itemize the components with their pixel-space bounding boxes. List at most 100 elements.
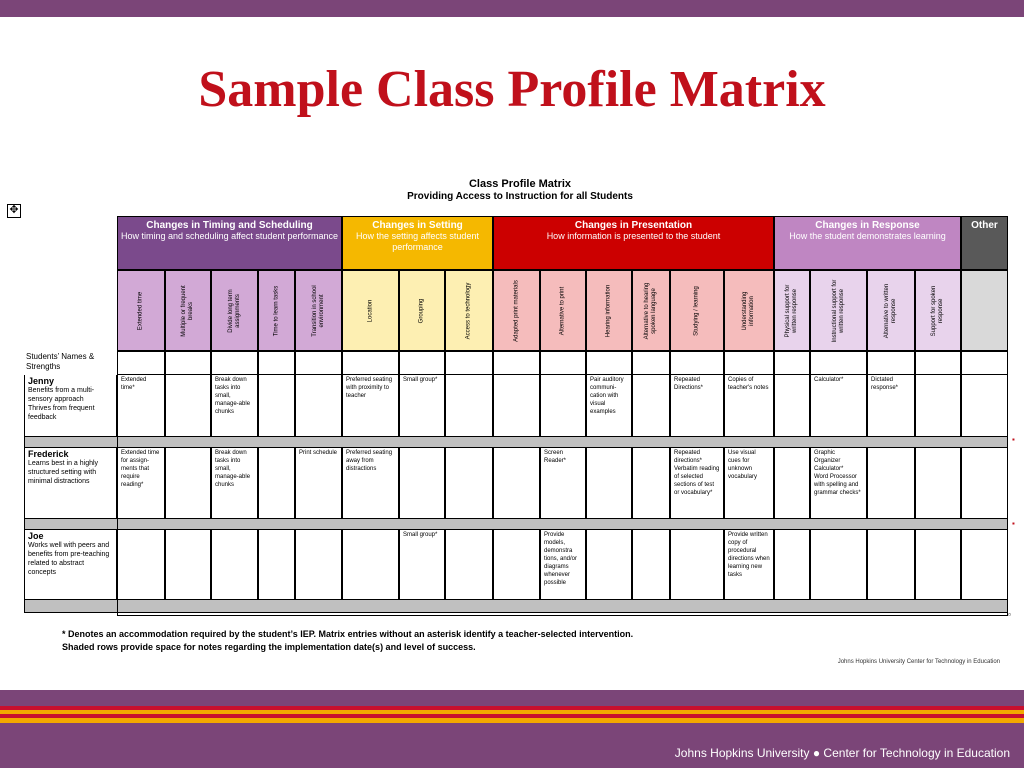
- header-blank-cell: [867, 351, 915, 375]
- header-blank-cell: [670, 351, 724, 375]
- matrix-entry: [961, 530, 1008, 599]
- column-header: Studying / learning: [670, 270, 724, 351]
- student-name: Jenny: [28, 376, 55, 386]
- edge-marker: ▪: [1012, 435, 1015, 444]
- matrix-entry: Extended time*: [117, 375, 165, 436]
- matrix-entry: [774, 530, 810, 599]
- footer-band-gold: [0, 718, 1024, 723]
- header-blank-cell: [774, 351, 810, 375]
- student-name: Frederick: [28, 449, 69, 459]
- header-blank-cell: [165, 351, 211, 375]
- column-header: [961, 270, 1008, 351]
- matrix-entry: Copies of teacher's notes: [724, 375, 774, 436]
- footnote-shaded-rows: Shaded rows provide space for notes rega…: [62, 642, 476, 652]
- class-profile-matrix: Changes in Timing and Scheduling How timi…: [24, 216, 1008, 616]
- matrix-entry: Repeated directions* Verbatim reading of…: [670, 448, 724, 518]
- matrix-entry: [493, 375, 540, 436]
- matrix-entry: Pair auditory communi-cation with visual…: [586, 375, 632, 436]
- group-description: How information is presented to the stud…: [546, 231, 721, 241]
- header-blank-cell: [724, 351, 774, 375]
- matrix-entry: [632, 448, 670, 518]
- matrix-entry: Break down tasks into small, manage-able…: [211, 448, 258, 518]
- header-blank-cell: [342, 351, 399, 375]
- matrix-entry: [165, 530, 211, 599]
- notes-row: [24, 436, 1008, 448]
- matrix-title: Class Profile Matrix: [468, 178, 572, 190]
- group-title: Changes in Response: [815, 220, 920, 231]
- header-blank-cell: [915, 351, 961, 375]
- header-blank-cell: [540, 351, 586, 375]
- header-blank-cell: [399, 351, 445, 375]
- column-header: Grouping: [399, 270, 445, 351]
- matrix-entry: [961, 375, 1008, 436]
- group-description: How timing and scheduling affect student…: [121, 231, 338, 241]
- header-blank-cell: [295, 351, 342, 375]
- student-strengths: Learns best in a highly structured setti…: [28, 460, 99, 485]
- column-header-label: Alternative to hearing spoken language: [644, 282, 657, 339]
- matrix-entry: [165, 448, 211, 518]
- matrix-entry: [810, 530, 867, 599]
- group-title: Changes in Presentation: [574, 220, 693, 231]
- matrix-entry: [867, 448, 915, 518]
- student-name: Joe: [28, 531, 44, 541]
- column-header-label: Understanding information: [742, 290, 755, 331]
- matrix-entry: [915, 375, 961, 436]
- column-header: Instructional support for written respon…: [810, 270, 867, 351]
- group-title: Changes in Setting: [372, 220, 463, 231]
- column-group-header: Other: [961, 216, 1008, 270]
- matrix-entry: [493, 448, 540, 518]
- column-header-label: Alternative to print: [559, 286, 566, 335]
- matrix-entry: Calculator*: [810, 375, 867, 436]
- header-blank-cell: [586, 351, 632, 375]
- header-blank-cell: [445, 351, 493, 375]
- table-move-handle-icon[interactable]: ✥: [7, 204, 21, 218]
- names-header: Students’ Names & Strengths: [26, 352, 95, 371]
- matrix-entry: Small group*: [399, 530, 445, 599]
- matrix-entry: Break down tasks into small, manage-able…: [211, 375, 258, 436]
- group-description: How the setting affects student performa…: [356, 231, 479, 252]
- matrix-entry: [258, 375, 295, 436]
- resize-handle-icon[interactable]: ▫: [1008, 610, 1011, 619]
- column-group-header: Changes in Presentation How information i…: [493, 216, 774, 270]
- column-header: Physical support for written response: [774, 270, 810, 351]
- column-header: Adapted print materials: [493, 270, 540, 351]
- header-blank-cell: [211, 351, 258, 375]
- matrix-entry: [961, 448, 1008, 518]
- matrix-entry: Provide models, demonstra tions, and/or …: [540, 530, 586, 599]
- matrix-entry: [586, 448, 632, 518]
- matrix-entry: [867, 530, 915, 599]
- column-header-label: Support for spoken response: [931, 285, 944, 336]
- matrix-entry: [445, 375, 493, 436]
- column-group-header: Changes in Response How the student demon…: [774, 216, 961, 270]
- header-blank-cell: [810, 351, 867, 375]
- column-header-label: Extended time: [137, 291, 144, 330]
- column-header-label: Physical support for written response: [785, 284, 798, 337]
- column-header: Time to learn tasks: [258, 270, 295, 351]
- column-header-label: Instructional support for written respon…: [831, 279, 845, 342]
- student-cell: Jenny Benefits from a multi-sensory appro…: [24, 375, 117, 436]
- column-header: Extended time: [117, 270, 165, 351]
- matrix-entry: [632, 375, 670, 436]
- top-accent-bar: [0, 0, 1024, 17]
- matrix-entry: Extended time for assign-ments that requ…: [117, 448, 165, 518]
- group-title: Changes in Timing and Scheduling: [146, 220, 313, 231]
- header-blank-cell: [258, 351, 295, 375]
- matrix-entry: [586, 530, 632, 599]
- header-blank-cell: [961, 351, 1008, 375]
- column-header-label: Access to technology: [465, 282, 472, 339]
- student-cell: Frederick Learns best in a highly structu…: [24, 448, 117, 518]
- matrix-entry: [670, 530, 724, 599]
- column-header-label: Multiple or frequent breaks: [181, 284, 194, 337]
- matrix-entry: Preferred seating with proximity to teac…: [342, 375, 399, 436]
- footnote-asterisk: * Denotes an accommodation required by t…: [62, 629, 634, 639]
- footer-band-red: [0, 714, 1024, 718]
- column-header: Hearing information: [586, 270, 632, 351]
- column-header-label: Grouping: [418, 298, 425, 323]
- footer-band-purple-top: [0, 690, 1024, 706]
- matrix-entry: [540, 375, 586, 436]
- column-header: Transition in school environment: [295, 270, 342, 351]
- matrix-entry: [774, 375, 810, 436]
- matrix-entry: Small group*: [399, 375, 445, 436]
- matrix-entry: [632, 530, 670, 599]
- matrix-entry: [295, 375, 342, 436]
